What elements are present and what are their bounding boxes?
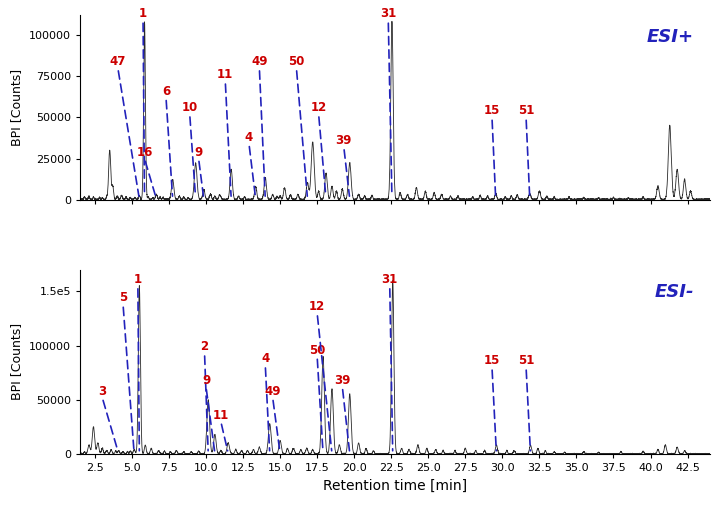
Text: 5: 5 xyxy=(119,292,127,304)
Text: 1: 1 xyxy=(139,7,147,21)
Text: 9: 9 xyxy=(194,146,202,158)
Text: 47: 47 xyxy=(110,55,126,68)
Text: 4: 4 xyxy=(245,131,253,144)
Text: 49: 49 xyxy=(264,385,281,398)
Text: 16: 16 xyxy=(136,146,153,158)
Text: 51: 51 xyxy=(518,105,534,118)
Text: 11: 11 xyxy=(213,409,229,422)
Text: ESI-: ESI- xyxy=(654,283,694,301)
Text: 50: 50 xyxy=(288,55,304,68)
Text: 3: 3 xyxy=(98,385,106,398)
Text: 31: 31 xyxy=(381,273,398,286)
Text: 9: 9 xyxy=(202,374,210,387)
Text: 49: 49 xyxy=(251,55,268,68)
X-axis label: Retention time [min]: Retention time [min] xyxy=(323,479,467,493)
Text: 51: 51 xyxy=(518,354,534,367)
Text: 12: 12 xyxy=(311,101,327,114)
Text: 31: 31 xyxy=(380,7,397,21)
Text: 39: 39 xyxy=(336,134,352,147)
Text: 39: 39 xyxy=(334,374,350,387)
Text: 11: 11 xyxy=(217,68,234,82)
Text: 10: 10 xyxy=(181,101,198,114)
Text: ESI+: ESI+ xyxy=(647,28,694,46)
Text: 1: 1 xyxy=(134,273,142,286)
Text: 15: 15 xyxy=(484,354,500,367)
Text: 2: 2 xyxy=(200,340,209,353)
Text: 4: 4 xyxy=(261,352,269,365)
Text: 6: 6 xyxy=(162,85,170,98)
Text: 12: 12 xyxy=(309,300,325,313)
Y-axis label: BPI [Counts]: BPI [Counts] xyxy=(10,324,23,400)
Y-axis label: BPI [Counts]: BPI [Counts] xyxy=(10,69,23,146)
Text: 15: 15 xyxy=(484,105,500,118)
Text: 50: 50 xyxy=(309,344,325,357)
